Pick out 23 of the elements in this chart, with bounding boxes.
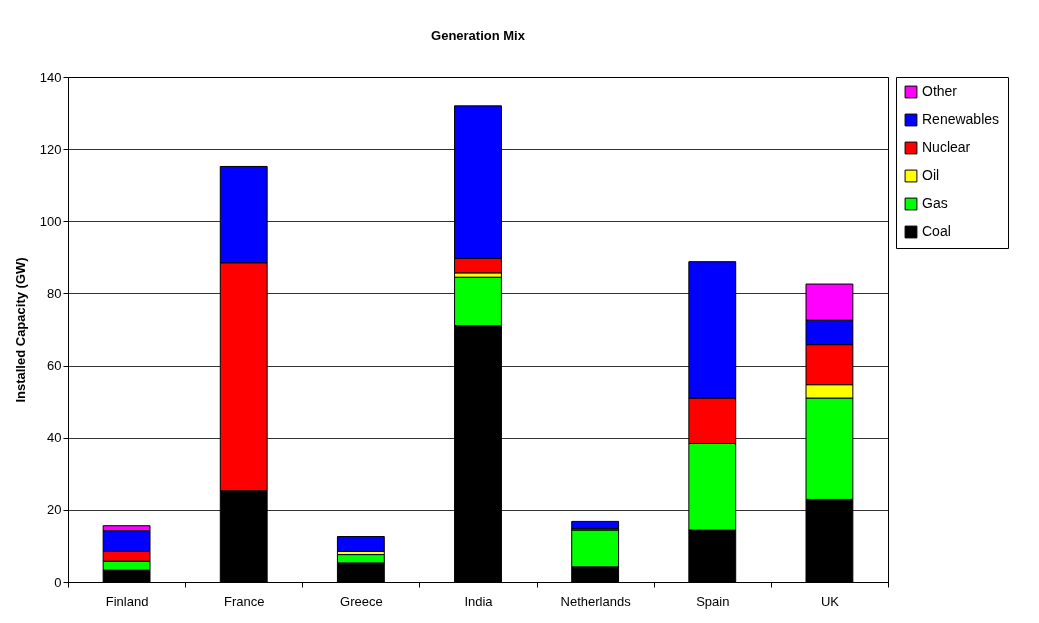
chart-title: Generation Mix	[431, 28, 526, 43]
y-tick-label: 0	[54, 574, 62, 590]
y-tick-label: 20	[47, 502, 62, 518]
x-tick-label: Netherlands	[560, 593, 632, 609]
x-tick-label: Spain	[696, 593, 730, 609]
y-tick-label: 140	[39, 69, 62, 85]
legend-label: Nuclear	[922, 139, 971, 155]
x-tick-label: Finland	[105, 593, 149, 609]
legend-label: Coal	[922, 223, 951, 239]
legend-label: Gas	[922, 195, 948, 211]
x-tick-label: France	[223, 593, 265, 609]
x-tick-label: India	[464, 593, 494, 609]
legend-label: Oil	[922, 167, 940, 183]
legend-label: Other	[922, 83, 958, 99]
y-tick-label: 60	[47, 358, 62, 374]
legend-label: Renewables	[922, 111, 1000, 127]
y-axis-title: Installed Capacity (GW)	[12, 257, 28, 403]
y-tick-label: 40	[47, 430, 62, 446]
y-tick-label: 100	[39, 213, 62, 229]
y-tick-label: 120	[39, 141, 62, 157]
x-tick-label: UK	[820, 593, 840, 609]
x-tick-label: Greece	[340, 593, 383, 609]
y-tick-label: 80	[47, 285, 62, 301]
